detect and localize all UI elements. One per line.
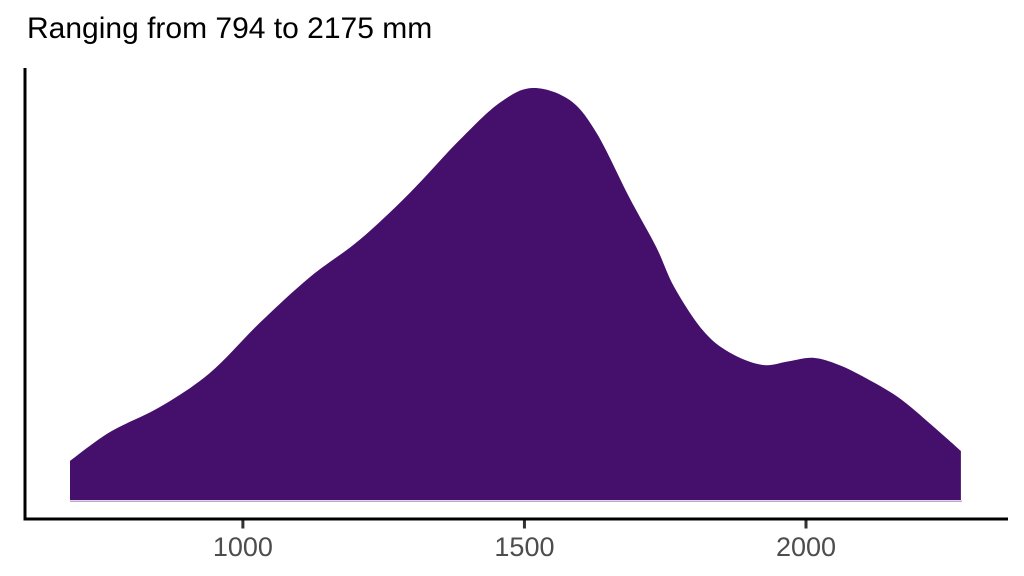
axis-lines: [23, 68, 1008, 521]
x-tick-label: 2000: [776, 532, 836, 562]
density-area: [70, 87, 961, 501]
x-tick-label: 1000: [213, 532, 273, 562]
x-tick-label: 1500: [494, 532, 554, 562]
x-axis-ticks: 1000 1500 2000: [213, 520, 836, 562]
chart-title: Ranging from 794 to 2175 mm: [27, 12, 433, 45]
